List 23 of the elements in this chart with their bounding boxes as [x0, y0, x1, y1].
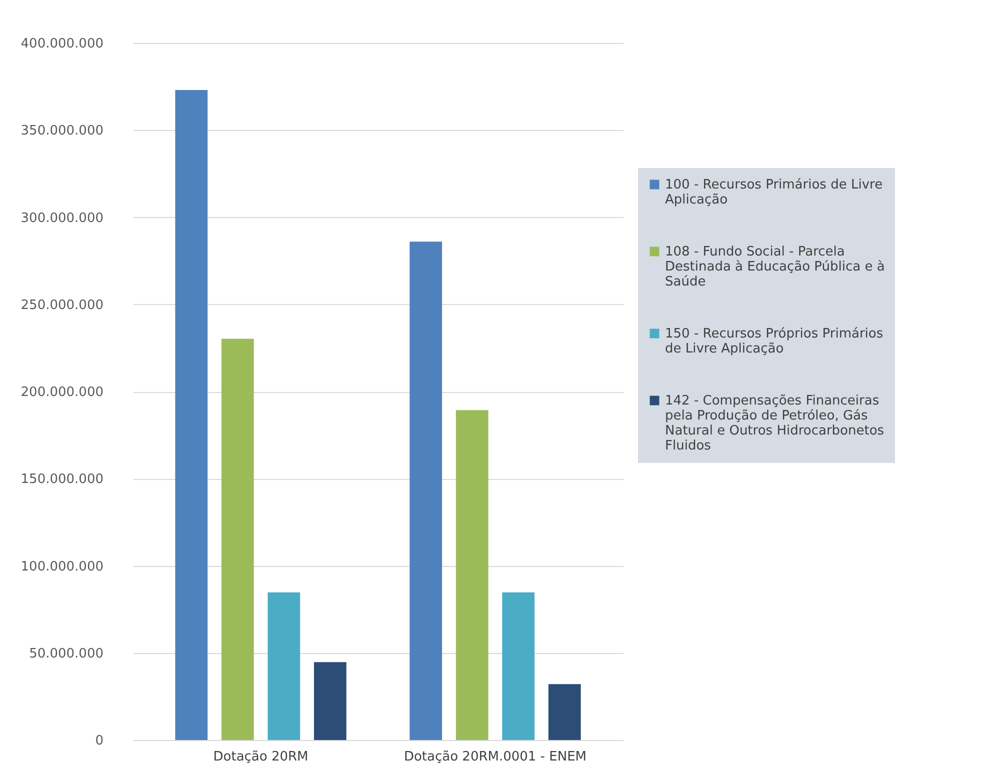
bar: [410, 242, 442, 740]
legend-label: 150 - Recursos Próprios Primários de Livre Aplicação: [665, 326, 884, 356]
x-tick-label: Dotação 20RM: [213, 750, 308, 764]
y-tick-label: 350.000.000: [20, 124, 104, 139]
bar: [175, 90, 208, 740]
y-tick-label: 300.000.000: [20, 210, 104, 226]
y-tick-label: 400.000.000: [20, 36, 104, 52]
y-tick-label: 150.000.000: [20, 472, 104, 488]
bar: [456, 410, 488, 740]
bar: [314, 662, 346, 740]
y-tick-label: 100.000.000: [20, 559, 104, 574]
y-tick-label: 250.000.000: [20, 298, 104, 313]
legend-label: 100 - Recursos Primários de Livre Aplicação: [665, 178, 883, 208]
y-tick-label: 50.000.000: [29, 646, 104, 662]
bar: [502, 592, 535, 740]
x-tick-label: Dotação 20RM.0001 - ENEM: [404, 750, 587, 764]
y-tick-label: 200.000.000: [20, 385, 104, 400]
legend-label: 108 - Fundo Social - Parcela Destinada à Educação Pública e à Saúde: [665, 244, 885, 290]
legend-label: 142 - Compensações Financeiras pela Produção de Petróleo, Gás Natural e Outros Hidrocarbonetos Fluidos: [665, 394, 884, 454]
bar: [221, 338, 254, 740]
bar: [268, 592, 300, 740]
bar: [548, 684, 581, 740]
y-tick-label: 0: [95, 734, 104, 748]
